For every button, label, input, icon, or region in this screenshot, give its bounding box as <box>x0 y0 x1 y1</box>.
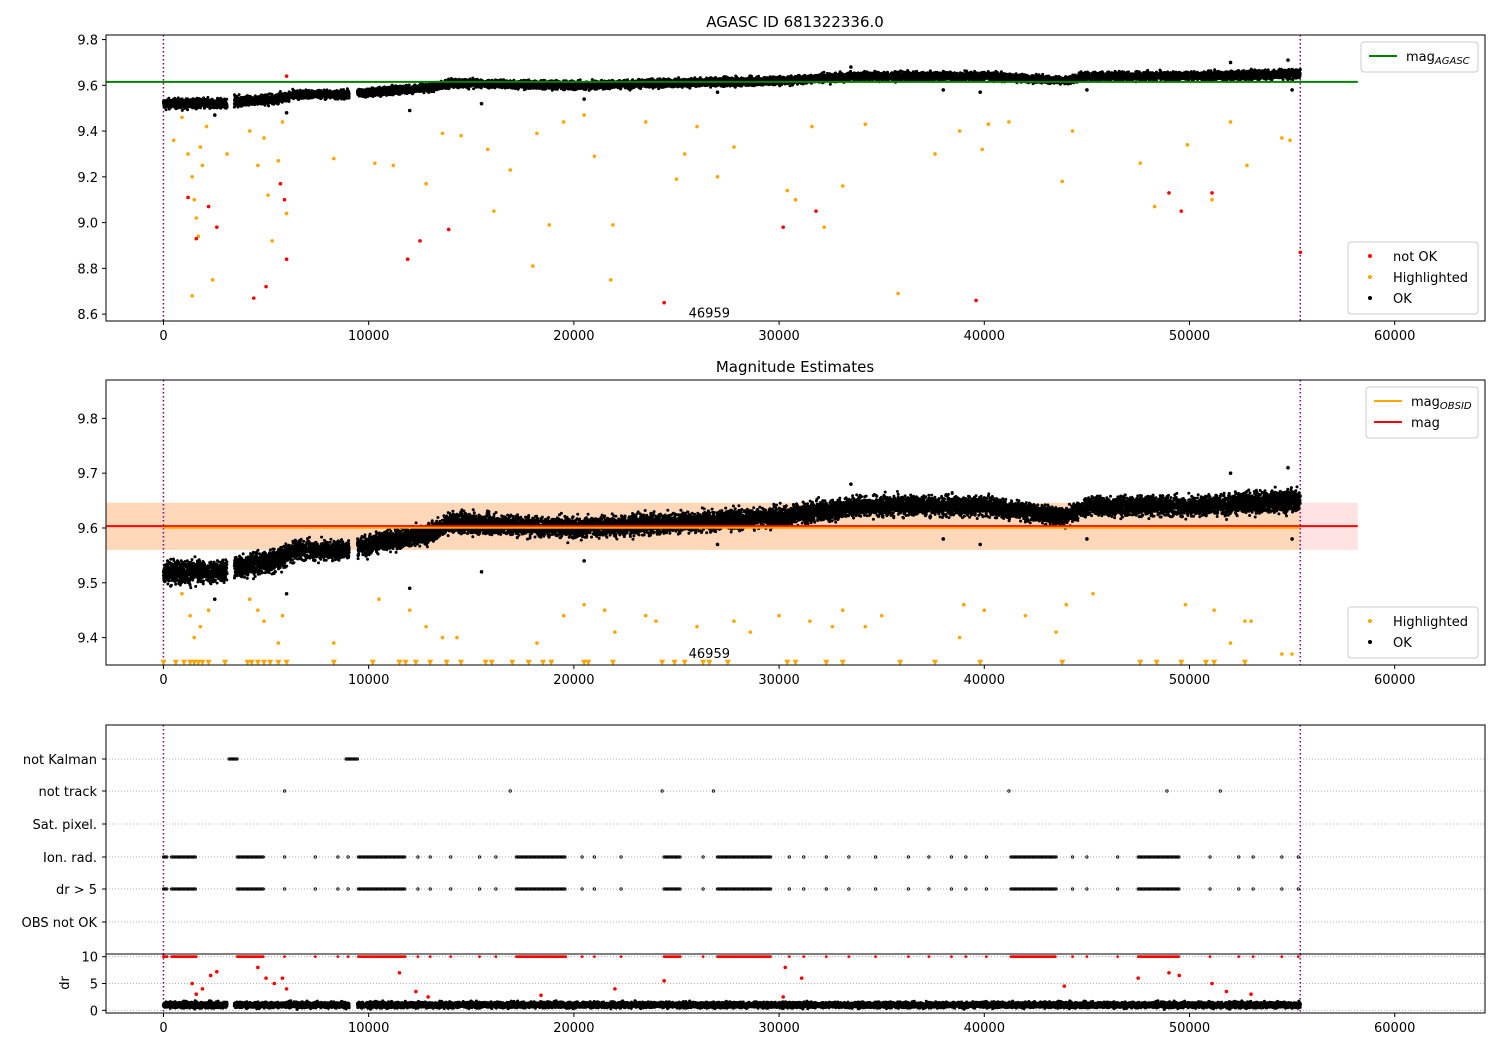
ok-point <box>347 91 351 95</box>
magnitude-history-panel: AGASC ID 681322336.0 8.68.89.09.29.49.69… <box>77 13 1486 344</box>
ok-point <box>225 105 229 109</box>
ok-point <box>422 91 426 95</box>
ok-point <box>167 107 171 111</box>
ok-point <box>287 99 291 103</box>
ok-point <box>225 97 229 101</box>
ok-point <box>185 97 189 101</box>
ok-point <box>267 104 271 108</box>
ok-point <box>385 93 388 97</box>
magnitude-history-plot-area <box>106 35 1358 321</box>
ok-point <box>263 103 267 107</box>
ok-point <box>186 108 190 112</box>
ok-point <box>164 108 168 112</box>
ok-point <box>180 108 184 112</box>
ok-point <box>176 96 180 100</box>
ok-point <box>345 87 349 91</box>
ok-point <box>206 95 210 99</box>
ok-point <box>467 87 471 91</box>
magnitude-history-title: AGASC ID 681322336.0 <box>706 13 884 31</box>
ok-point <box>347 94 351 98</box>
ok-point <box>237 93 241 97</box>
